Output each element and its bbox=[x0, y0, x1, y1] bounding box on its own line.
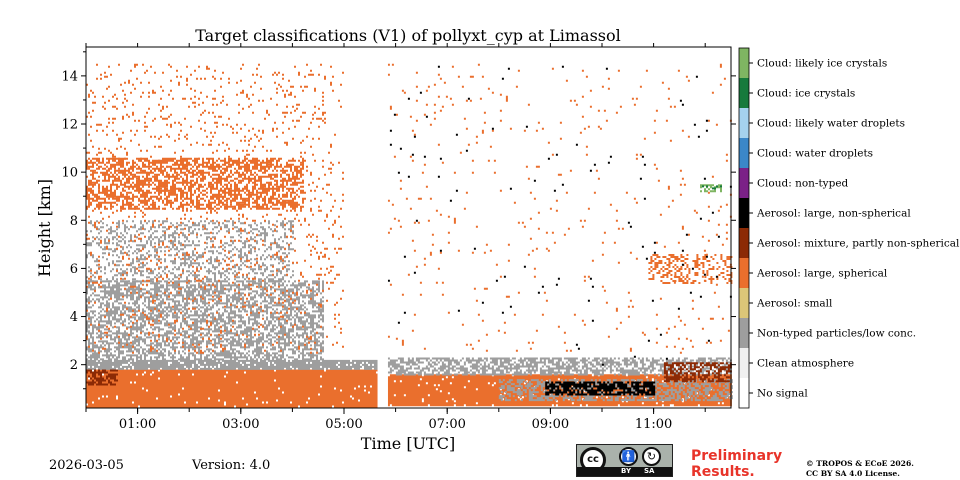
y-axis-ticks: 2 4 6 8 10 12 14 bbox=[61, 51, 736, 390]
y-tick-label: 10 bbox=[61, 166, 78, 181]
attribution-icon: 🚹 bbox=[619, 447, 638, 466]
class-region-5 bbox=[387, 357, 732, 376]
colorbar-label: No signal bbox=[757, 388, 808, 400]
colorbar-swatch bbox=[739, 78, 749, 108]
date-text: 2026-03-05 bbox=[49, 458, 124, 473]
x-tick-label: 09:00 bbox=[532, 417, 569, 432]
colorbar-swatch bbox=[739, 138, 749, 168]
colorbar-label: Aerosol: small bbox=[756, 298, 833, 310]
classification-heatmap bbox=[86, 47, 733, 408]
colorbar-swatch bbox=[739, 378, 749, 408]
colorbar-label: Non-typed particles/low conc. bbox=[757, 328, 916, 340]
class-pixels bbox=[648, 254, 733, 284]
badge-bar bbox=[577, 467, 672, 476]
class-pixels bbox=[663, 362, 732, 383]
cc-license-badge: cc 🚹 ↻ BY SA bbox=[576, 444, 673, 477]
colorbar-label: Aerosol: large, spherical bbox=[756, 268, 888, 280]
copyright-text: © TROPOS & ECoE 2026. CC BY SA 4.0 Licen… bbox=[806, 459, 956, 479]
class-pixels bbox=[545, 381, 656, 396]
x-tick-label: 01:00 bbox=[119, 417, 156, 432]
class-pixels bbox=[86, 369, 378, 408]
plot-frame bbox=[85, 46, 732, 409]
y-tick-label: 2 bbox=[70, 358, 78, 373]
class-region-7 bbox=[86, 157, 304, 210]
x-tick-label: 03:00 bbox=[222, 417, 259, 432]
share-alike-icon: ↻ bbox=[642, 447, 661, 466]
class-region-3 bbox=[86, 280, 324, 361]
class-pixels bbox=[86, 369, 118, 386]
colorbar: No signal Clean atmosphere Non-typed parti… bbox=[738, 47, 960, 409]
class-region-9 bbox=[387, 63, 732, 354]
class-region-8 bbox=[86, 63, 344, 354]
class-region-11 bbox=[663, 362, 732, 383]
class-pixels bbox=[387, 357, 732, 376]
colorbar-swatch bbox=[739, 348, 749, 378]
copyright-line-1: © TROPOS & ECoE 2026. bbox=[806, 459, 914, 468]
class-region-2 bbox=[86, 359, 378, 370]
x-tick-label: 11:00 bbox=[635, 417, 672, 432]
colorbar-label: Clean atmosphere bbox=[757, 358, 854, 370]
y-axis-label: Height [km] bbox=[35, 179, 54, 277]
colorbar-swatch bbox=[739, 288, 749, 318]
x-tick-label: 07:00 bbox=[428, 417, 465, 432]
class-pixels bbox=[702, 185, 722, 190]
preliminary-results-text: Preliminary Results. bbox=[691, 448, 783, 480]
class-pixels bbox=[86, 63, 344, 354]
x-axis-label: Time [UTC] bbox=[361, 434, 455, 453]
class-pixels bbox=[86, 220, 294, 283]
x-axis-ticks: 01:00 03:00 05:00 07:00 09:00 11:00 bbox=[85, 43, 706, 432]
class-region-4 bbox=[86, 220, 294, 283]
version-text: Version: 4.0 bbox=[192, 458, 271, 473]
colorbar-swatch bbox=[739, 318, 749, 348]
colorbar-swatch bbox=[739, 198, 749, 228]
colorbar-swatch bbox=[739, 168, 749, 198]
colorbar-label: Cloud: likely water droplets bbox=[757, 118, 905, 130]
data-gap bbox=[377, 47, 388, 408]
chart-title: Target classifications (V1) of pollyxt_c… bbox=[195, 26, 621, 45]
class-region-12 bbox=[86, 369, 118, 386]
y-tick-label: 14 bbox=[61, 69, 78, 84]
colorbar-label: Aerosol: large, non-spherical bbox=[756, 208, 911, 220]
class-pixels bbox=[86, 359, 378, 370]
class-pixels bbox=[86, 280, 324, 361]
class-pixels bbox=[86, 157, 304, 210]
colorbar-swatch bbox=[739, 48, 749, 78]
colorbar-swatch bbox=[739, 258, 749, 288]
y-tick-label: 8 bbox=[70, 214, 78, 229]
colorbar-label: Aerosol: mixture, partly non-spherical bbox=[756, 238, 960, 250]
sa-label: SA bbox=[644, 467, 655, 475]
colorbar-swatch bbox=[739, 108, 749, 138]
class-region-6 bbox=[498, 379, 733, 402]
colorbar-swatch bbox=[739, 228, 749, 258]
class-region-0 bbox=[86, 369, 378, 408]
copyright-line-2: CC BY SA 4.0 License. bbox=[806, 469, 900, 478]
by-label: BY bbox=[621, 467, 632, 475]
y-tick-label: 6 bbox=[70, 262, 78, 277]
y-tick-label: 12 bbox=[61, 118, 78, 133]
colorbar-label: Cloud: water droplets bbox=[757, 148, 873, 160]
class-region-10 bbox=[648, 254, 733, 284]
colorbar-label: Cloud: non-typed bbox=[757, 178, 849, 190]
y-tick-label: 4 bbox=[70, 310, 78, 325]
x-tick-label: 05:00 bbox=[325, 417, 362, 432]
colorbar-label: Cloud: ice crystals bbox=[757, 88, 855, 100]
class-pixels bbox=[498, 379, 733, 402]
class-pixels bbox=[387, 63, 732, 354]
colorbar-frame bbox=[738, 47, 750, 409]
class-region-16 bbox=[702, 185, 722, 190]
colorbar-label: Cloud: likely ice crystals bbox=[757, 58, 887, 70]
class-region-13 bbox=[545, 381, 656, 396]
